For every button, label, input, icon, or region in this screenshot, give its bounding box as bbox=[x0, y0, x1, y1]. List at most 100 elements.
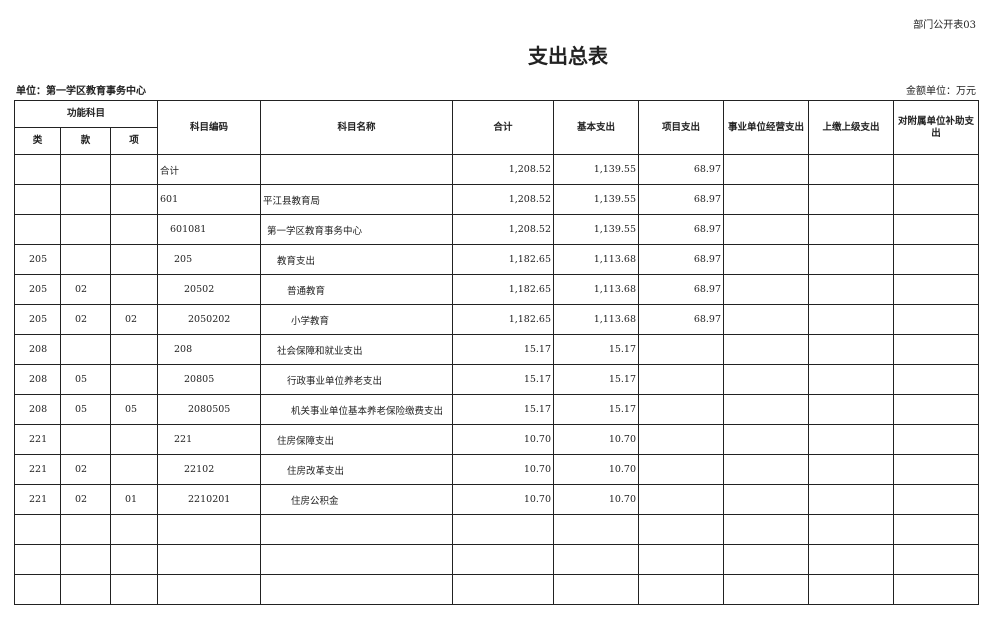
cell-project: 68.97 bbox=[638, 244, 725, 275]
cell-basic: 1,113.68 bbox=[553, 274, 640, 305]
cell-xiang bbox=[109, 364, 159, 395]
cell-project bbox=[638, 394, 725, 425]
table-row: 601081 第一学区教育事务中心 1,208.52 1,139.55 68.97 bbox=[14, 214, 980, 245]
cell-upper bbox=[808, 154, 895, 185]
form-number: 部门公开表03 bbox=[913, 20, 976, 31]
header-project: 项目支出 bbox=[638, 100, 725, 155]
cell-code: 221 bbox=[157, 424, 262, 455]
cell-total bbox=[452, 574, 555, 605]
cell-name: 住房公积金 bbox=[260, 484, 454, 515]
table-row: 208 05 05 2080505 机关事业单位基本养老保险缴费支出 15.17 15.17 bbox=[14, 394, 980, 425]
cell-total: 15.17 bbox=[452, 364, 555, 395]
cell-lei: 205 bbox=[14, 244, 61, 275]
cell-upper bbox=[808, 274, 895, 305]
cell-subsidiary bbox=[893, 304, 980, 335]
cell-basic: 15.17 bbox=[553, 394, 640, 425]
cell-code: 2080505 bbox=[157, 394, 262, 425]
cell-xiang bbox=[109, 184, 159, 215]
cell-total: 10.70 bbox=[452, 424, 555, 455]
cell-xiang bbox=[109, 574, 159, 605]
cell-name bbox=[260, 544, 454, 575]
cell-name: 普通教育 bbox=[260, 274, 454, 305]
cell-lei: 208 bbox=[14, 394, 61, 425]
table-row: 205 205 教育支出 1,182.65 1,113.68 68.97 bbox=[14, 244, 980, 275]
header-business: 事业单位经营支出 bbox=[723, 100, 810, 155]
table-row bbox=[14, 544, 980, 575]
cell-business bbox=[723, 394, 810, 425]
cell-lei: 208 bbox=[14, 334, 61, 365]
cell-project bbox=[638, 364, 725, 395]
cell-basic: 1,113.68 bbox=[553, 304, 640, 335]
table-row: 205 02 20502 普通教育 1,182.65 1,113.68 68.97 bbox=[14, 274, 980, 305]
cell-xiang: 02 bbox=[109, 304, 159, 335]
cell-project bbox=[638, 574, 725, 605]
cell-kuan: 02 bbox=[60, 454, 111, 485]
cell-xiang: 05 bbox=[109, 394, 159, 425]
cell-project bbox=[638, 454, 725, 485]
cell-code: 601081 bbox=[157, 214, 262, 245]
cell-subsidiary bbox=[893, 544, 980, 575]
cell-kuan bbox=[60, 574, 111, 605]
cell-business bbox=[723, 364, 810, 395]
cell-kuan bbox=[60, 244, 111, 275]
cell-name bbox=[260, 154, 454, 185]
cell-basic: 1,139.55 bbox=[553, 154, 640, 185]
cell-name bbox=[260, 514, 454, 545]
cell-subsidiary bbox=[893, 574, 980, 605]
cell-lei bbox=[14, 154, 61, 185]
cell-lei: 205 bbox=[14, 304, 61, 335]
cell-lei: 221 bbox=[14, 484, 61, 515]
cell-upper bbox=[808, 454, 895, 485]
header-subsidiary: 对附属单位补助支出 bbox=[893, 100, 980, 155]
cell-code: 208 bbox=[157, 334, 262, 365]
cell-business bbox=[723, 544, 810, 575]
cell-basic: 1,139.55 bbox=[553, 214, 640, 245]
table-row bbox=[14, 574, 980, 605]
cell-subsidiary bbox=[893, 424, 980, 455]
cell-lei: 221 bbox=[14, 454, 61, 485]
cell-basic: 1,113.68 bbox=[553, 244, 640, 275]
cell-project: 68.97 bbox=[638, 184, 725, 215]
cell-lei: 208 bbox=[14, 364, 61, 395]
cell-project: 68.97 bbox=[638, 304, 725, 335]
table-row: 205 02 02 2050202 小学教育 1,182.65 1,113.68 68.97 bbox=[14, 304, 980, 335]
cell-business bbox=[723, 184, 810, 215]
cell-business bbox=[723, 574, 810, 605]
cell-subsidiary bbox=[893, 274, 980, 305]
cell-project: 68.97 bbox=[638, 154, 725, 185]
cell-lei bbox=[14, 544, 61, 575]
cell-name: 住房保障支出 bbox=[260, 424, 454, 455]
cell-kuan: 05 bbox=[60, 394, 111, 425]
cell-xiang bbox=[109, 214, 159, 245]
expenditure-table: 功能科目 科目编码 科目名称 合计 基本支出 项目支出 事业单位经营支出 上缴上… bbox=[13, 100, 980, 605]
cell-upper bbox=[808, 214, 895, 245]
header-code: 科目编码 bbox=[157, 100, 262, 155]
cell-xiang bbox=[109, 334, 159, 365]
table-row: 221 02 22102 住房改革支出 10.70 10.70 bbox=[14, 454, 980, 485]
table-row: 208 05 20805 行政事业单位养老支出 15.17 15.17 bbox=[14, 364, 980, 395]
cell-subsidiary bbox=[893, 214, 980, 245]
cell-basic bbox=[553, 574, 640, 605]
cell-name: 机关事业单位基本养老保险缴费支出 bbox=[260, 394, 454, 425]
cell-lei: 205 bbox=[14, 274, 61, 305]
cell-upper bbox=[808, 484, 895, 515]
cell-kuan bbox=[60, 514, 111, 545]
cell-code: 22102 bbox=[157, 454, 262, 485]
table-row: 208 208 社会保障和就业支出 15.17 15.17 bbox=[14, 334, 980, 365]
header-xiang: 项 bbox=[109, 127, 159, 155]
cell-code: 合计 bbox=[157, 154, 262, 185]
cell-business bbox=[723, 334, 810, 365]
cell-project: 68.97 bbox=[638, 274, 725, 305]
cell-total: 15.17 bbox=[452, 394, 555, 425]
cell-lei: 221 bbox=[14, 424, 61, 455]
cell-basic bbox=[553, 544, 640, 575]
cell-code bbox=[157, 514, 262, 545]
cell-total: 1,182.65 bbox=[452, 304, 555, 335]
header-basic: 基本支出 bbox=[553, 100, 640, 155]
cell-subsidiary bbox=[893, 514, 980, 545]
cell-code: 2050202 bbox=[157, 304, 262, 335]
cell-upper bbox=[808, 244, 895, 275]
cell-basic: 1,139.55 bbox=[553, 184, 640, 215]
cell-subsidiary bbox=[893, 334, 980, 365]
cell-name: 教育支出 bbox=[260, 244, 454, 275]
